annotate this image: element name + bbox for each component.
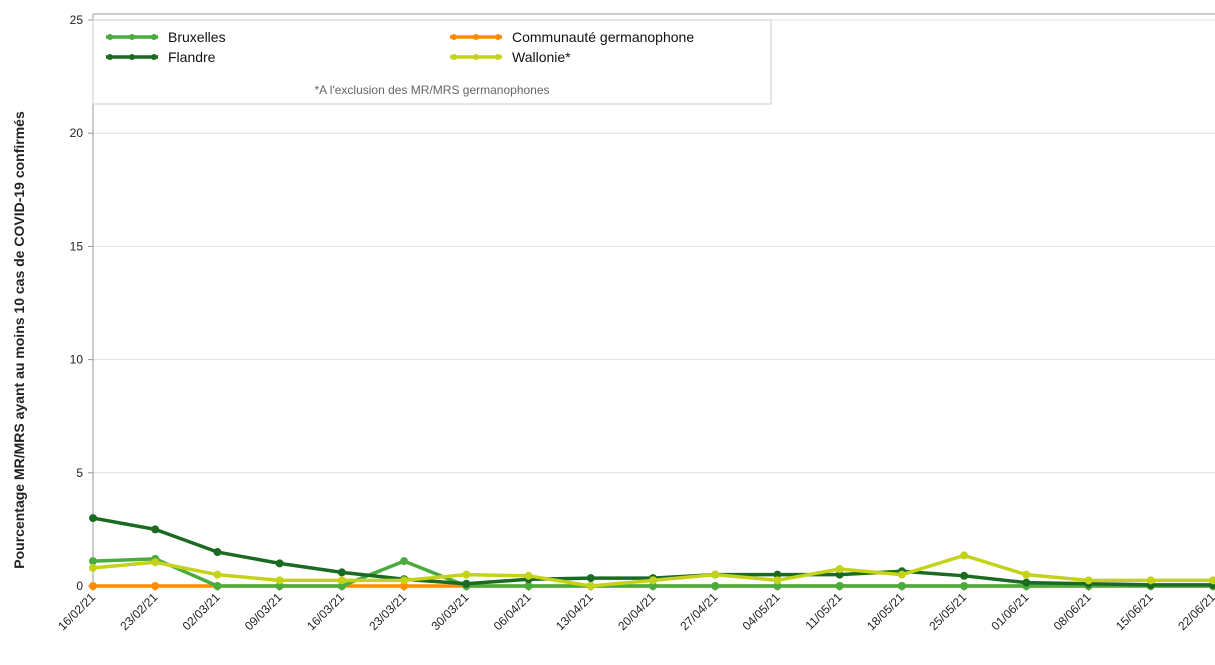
x-tick-label: 25/05/21 [926,590,969,633]
data-point [89,582,97,590]
data-point [400,582,409,590]
x-tick-label: 23/02/21 [117,590,160,633]
x-tick-label: 27/04/21 [677,590,720,633]
data-point [213,582,222,590]
x-tick-label: 15/06/21 [1113,590,1156,633]
data-point [524,582,533,590]
y-axis-label: Pourcentage MR/MRS ayant au moins 10 cas… [11,111,27,569]
y-tick-label: 0 [76,579,83,593]
legend-swatch-marker [495,54,501,60]
data-point [1022,570,1031,579]
legend-swatch-marker [107,34,113,40]
data-point [89,557,97,566]
x-tick-label: 20/04/21 [615,590,658,633]
legend-label: Communauté germanophone [512,29,694,45]
y-tick-label: 5 [76,466,83,480]
legend-box [92,19,772,105]
legend-label: Flandre [168,49,216,65]
data-point [649,582,657,590]
legend-label: Wallonie* [512,49,571,65]
series-group [89,514,1215,590]
data-point [524,571,533,580]
x-tick-label: 08/06/21 [1051,590,1094,633]
data-point [711,582,720,590]
data-point [462,579,471,588]
data-point [337,568,346,577]
legend-item[interactable]: Communauté germanophone [450,29,694,45]
data-point [275,559,284,568]
data-point [835,570,844,579]
data-point [275,576,284,585]
legend-swatch-marker [129,54,135,60]
legend-label: Bruxelles [168,29,226,45]
x-tick-label: 01/06/21 [989,590,1032,633]
legend-swatch-marker [451,34,457,40]
x-tick-label: 02/03/21 [180,590,223,633]
legend-swatch-marker [473,54,479,60]
x-tick-label: 16/02/21 [55,590,98,633]
legend-footnote: *A l'exclusion des MR/MRS germanophones [314,83,549,97]
data-point [1022,578,1031,587]
data-point [897,582,906,590]
y-tick-label: 20 [70,126,84,140]
x-tick-label: 11/05/21 [802,590,845,633]
data-point [960,551,969,560]
data-point [897,570,906,579]
data-point [835,565,844,574]
data-point [1146,576,1155,585]
x-tick-label: 06/04/21 [491,590,534,633]
data-point [835,582,844,590]
y-tick-label: 10 [70,353,84,367]
series-3 [89,551,1215,590]
data-point [400,576,409,585]
legend-swatch-marker [151,34,157,40]
x-axis: 16/02/21 23/02/21 02/03/21 09/03/21 16/03/21… [55,585,1215,633]
data-point [960,582,969,590]
data-point [151,558,160,567]
legend-swatch-marker [151,54,157,60]
data-point [337,576,346,585]
data-point [89,514,97,523]
data-point [462,570,471,579]
data-point [649,576,657,585]
data-point [773,576,782,585]
legend-item[interactable]: Bruxelles [106,29,226,45]
data-point [586,582,595,590]
data-point [151,525,160,534]
data-point [773,582,782,590]
data-point [773,570,782,579]
data-point [1209,576,1215,585]
x-tick-label: 09/03/21 [242,590,285,633]
legend-item[interactable]: Flandre [106,49,216,65]
data-point [960,571,969,580]
y-axis: 0 5 10 15 20 25 [70,13,94,593]
legend: Bruxelles Flandre Communauté germanophone W… [92,19,772,105]
data-point [89,563,97,572]
data-point [337,582,346,590]
x-tick-label: 30/03/21 [429,590,472,633]
data-point [711,570,720,579]
data-point [213,570,222,579]
x-tick-label: 23/03/21 [366,590,409,633]
legend-swatch-marker [451,54,457,60]
data-point [213,548,222,557]
y-tick-label: 15 [70,239,84,253]
x-tick-label: 16/03/21 [304,590,347,633]
data-point [586,574,595,583]
data-point [151,582,160,590]
legend-swatch-marker [129,34,135,40]
x-tick-label: 04/05/21 [740,590,783,633]
data-point [1084,576,1093,585]
legend-swatch-marker [495,34,501,40]
legend-swatch-marker [107,54,113,60]
legend-item[interactable]: Wallonie* [450,49,571,65]
legend-swatch-marker [473,34,479,40]
data-point [400,557,409,566]
x-tick-label: 13/04/21 [553,590,596,633]
x-tick-label: 22/06/21 [1175,590,1215,633]
data-point [275,582,284,590]
x-tick-label: 18/05/21 [864,590,907,633]
y-tick-label: 25 [70,13,84,27]
